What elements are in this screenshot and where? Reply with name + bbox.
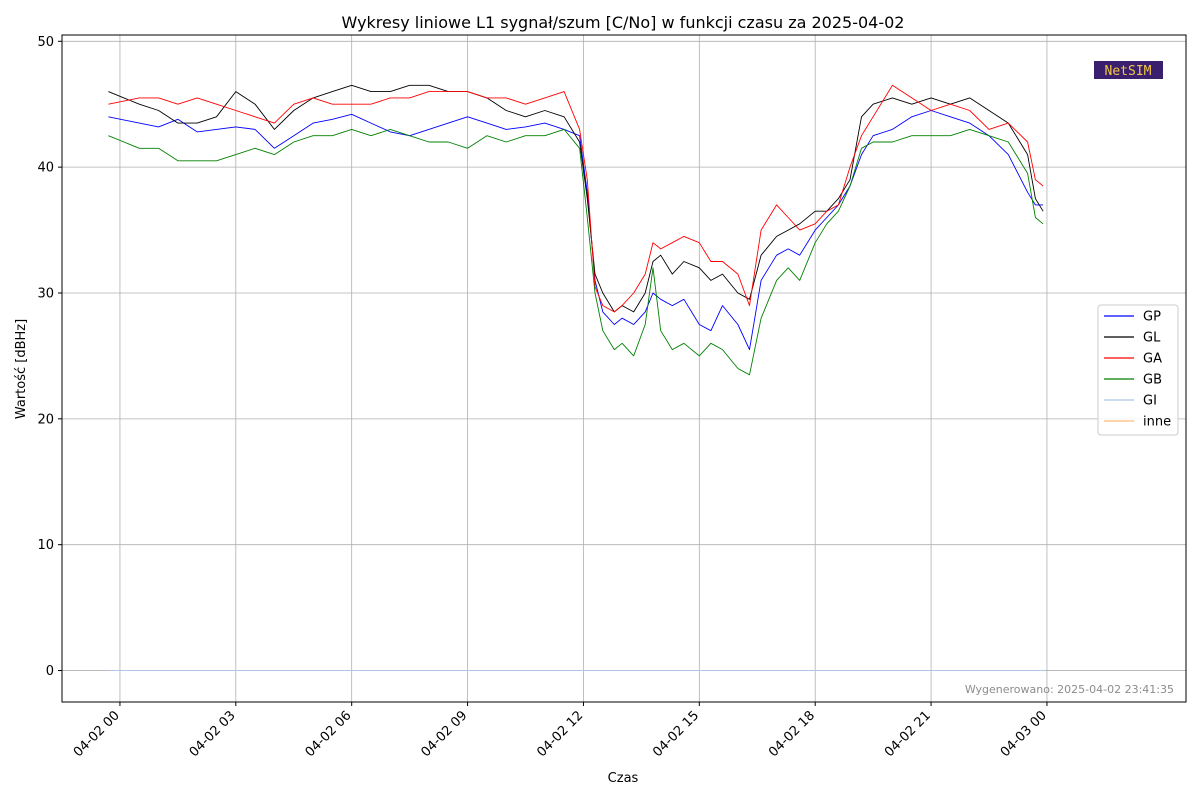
y-tick-label: 20 [37, 412, 54, 427]
x-axis-title: Czas [608, 771, 639, 786]
logo-background [1094, 61, 1163, 79]
x-tick-label: 04-02 06 [303, 708, 355, 760]
plot-frame [61, 34, 1187, 703]
generated-timestamp: Wygenerowano: 2025-04-02 23:41:35 [965, 683, 1174, 696]
y-tick-label: 10 [37, 538, 54, 553]
x-tick-label: 04-03 00 [998, 708, 1050, 760]
y-tick-label: 0 [46, 664, 54, 679]
series-group [108, 84, 1044, 671]
legend-label-inne: inne [1143, 415, 1171, 430]
x-tick-label: 04-02 12 [534, 708, 586, 760]
x-tick-label: 04-02 03 [187, 708, 239, 760]
logo-text: NetSIM [1105, 64, 1152, 79]
ticks-group: 0 10 20 30 40 50 04-02 00 04-02 03 04-02 06 04-02… [37, 35, 1049, 760]
series-line-ga [108, 84, 1044, 313]
x-tick-label: 04-02 18 [766, 708, 818, 760]
y-tick-label: 40 [37, 161, 54, 176]
x-tick-label: 04-02 09 [418, 708, 470, 760]
chart-title: Wykresy liniowe L1 sygnał/szum [C/No] w … [342, 13, 905, 32]
y-tick-label: 30 [37, 286, 54, 301]
legend-label-gp: GP [1143, 310, 1161, 325]
grid [62, 35, 1186, 702]
series-line-gp [108, 110, 1044, 351]
legend-label-ga: GA [1143, 352, 1162, 367]
legend-label-gi: GI [1143, 394, 1157, 409]
y-axis-title: Wartość [dBHz] [14, 319, 29, 419]
x-tick-label: 04-02 00 [71, 708, 123, 760]
legend-label-gl: GL [1143, 331, 1161, 346]
logo: NetSIM [1094, 61, 1163, 79]
x-tick-label: 04-02 21 [882, 708, 934, 760]
legend: GP GL GA GB GI inne [1097, 304, 1179, 436]
y-tick-label: 50 [37, 35, 54, 50]
series-line-gb [108, 128, 1044, 376]
x-tick-label: 04-02 15 [650, 708, 702, 760]
legend-label-gb: GB [1143, 373, 1162, 388]
